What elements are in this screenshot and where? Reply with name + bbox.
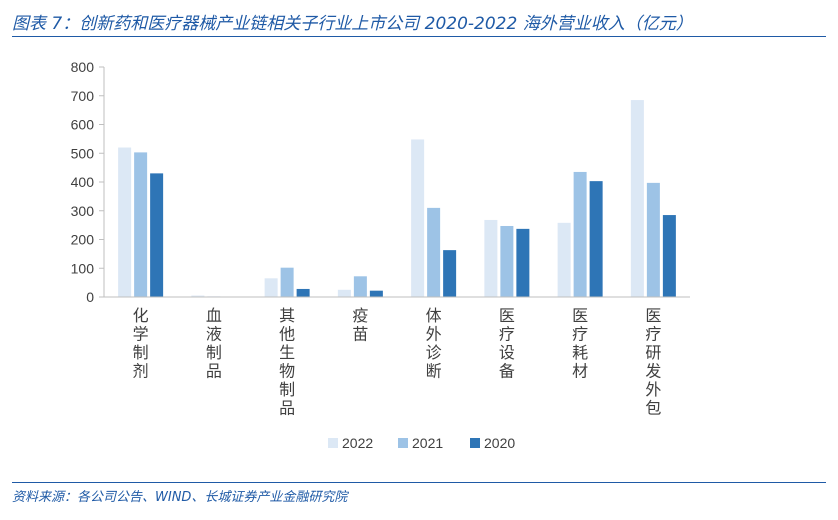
bar-2021 (573, 171, 587, 297)
legend: 2022 2021 2020 (328, 435, 515, 451)
bar-2021 (134, 152, 148, 297)
legend-label-2020: 2020 (484, 435, 515, 451)
legend-label-2021: 2021 (412, 435, 443, 451)
bar-2022 (118, 147, 132, 297)
y-tick-label: 300 (71, 203, 95, 219)
y-tick-label: 200 (71, 232, 95, 248)
category-label: 体外诊断 (426, 306, 442, 381)
bar-2020 (662, 215, 676, 297)
bar-2020 (589, 181, 603, 297)
bar-2022 (411, 139, 425, 297)
bars-group (118, 100, 676, 297)
bar-2021 (353, 276, 367, 297)
category-label: 血液制品 (206, 306, 222, 381)
y-tick-label: 800 (71, 59, 95, 75)
y-tick-label: 600 (71, 117, 95, 133)
y-tick-label: 100 (71, 260, 95, 276)
legend-swatch-2021 (398, 438, 408, 448)
bar-2020 (150, 173, 164, 297)
title-rule (12, 36, 826, 37)
category-label: 其他生物制品 (279, 306, 295, 418)
source-note: 资料来源：各公司公告、WIND、长城证券产业金融研究院 (12, 490, 348, 505)
bar-2020 (296, 288, 310, 297)
legend-swatch-2022 (328, 438, 338, 448)
category-label: 医疗研发外包 (645, 306, 661, 418)
bar-2021 (280, 267, 294, 297)
figure-title: 图表 7：创新药和医疗器械产业链相关子行业上市公司 2020-2022 海外营业… (12, 14, 693, 34)
category-label: 医疗耗材 (572, 306, 588, 381)
y-tick-label: 500 (71, 145, 95, 161)
bar-2022 (191, 295, 205, 297)
bar-2021 (646, 182, 660, 297)
y-axis: 0 100 200 300 400 500 600 700 800 (71, 59, 105, 305)
legend-label-2022: 2022 (342, 435, 373, 451)
category-label: 化学制剂 (133, 306, 149, 381)
y-tick-label: 700 (71, 88, 95, 104)
bar-2020 (443, 250, 457, 297)
bar-2020 (516, 228, 530, 297)
legend-swatch-2020 (470, 438, 480, 448)
bar-2022 (337, 289, 351, 297)
bar-2022 (264, 278, 278, 297)
category-labels: 化学制剂 血液制品 其他生物制品 疫苗 体外诊断 医疗设备 医疗耗材 医疗研发外包 (133, 306, 662, 418)
bar-2022 (557, 222, 571, 297)
bar-2021 (427, 207, 441, 297)
category-label: 医疗设备 (499, 306, 515, 381)
y-tick-label: 0 (86, 289, 94, 305)
bar-chart: 0 100 200 300 400 500 600 700 800 化学制剂 血液制品 其他生物制品… (71, 59, 690, 451)
bar-2020 (369, 290, 383, 297)
y-tick-label: 400 (71, 174, 95, 190)
bar-2021 (500, 225, 514, 297)
bar-2022 (484, 219, 498, 297)
source-rule (12, 482, 826, 483)
category-label: 疫苗 (352, 306, 368, 344)
bar-2022 (630, 100, 644, 297)
